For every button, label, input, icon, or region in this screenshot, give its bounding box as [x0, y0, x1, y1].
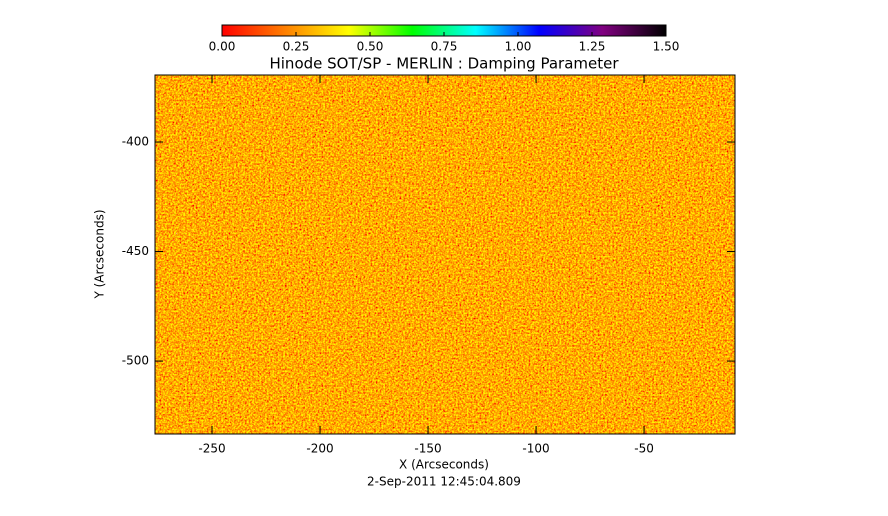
colorbar-tick-label: 1.25	[579, 40, 606, 54]
x-tick-label: -150	[414, 442, 441, 456]
colorbar-tick-label: 0.50	[357, 40, 384, 54]
y-tick-label: -450	[122, 244, 149, 258]
colorbar-tick-label: 0.25	[283, 40, 310, 54]
heatmap-field	[155, 75, 735, 434]
x-axis-label: X (Arcseconds)	[399, 458, 489, 472]
colorbar-tick-label: 1.50	[653, 40, 680, 54]
x-tick-label: -200	[306, 442, 333, 456]
x-tick-label: -100	[522, 442, 549, 456]
colorbar-tick-label: 1.00	[505, 40, 532, 54]
colorbar-tick-label: 0.75	[431, 40, 458, 54]
colorbar-tick-label: 0.00	[209, 40, 236, 54]
y-axis-label: Y (Arcseconds)	[93, 209, 107, 299]
subtitle: 2-Sep-2011 12:45:04.809	[367, 475, 521, 489]
chart-title: Hinode SOT/SP - MERLIN : Damping Paramet…	[269, 55, 619, 73]
y-tick-label: -400	[122, 135, 149, 149]
x-tick-label: -250	[198, 442, 225, 456]
x-tick-label: -50	[634, 442, 654, 456]
y-tick-label: -500	[122, 354, 149, 368]
plot-frame	[154, 74, 736, 435]
